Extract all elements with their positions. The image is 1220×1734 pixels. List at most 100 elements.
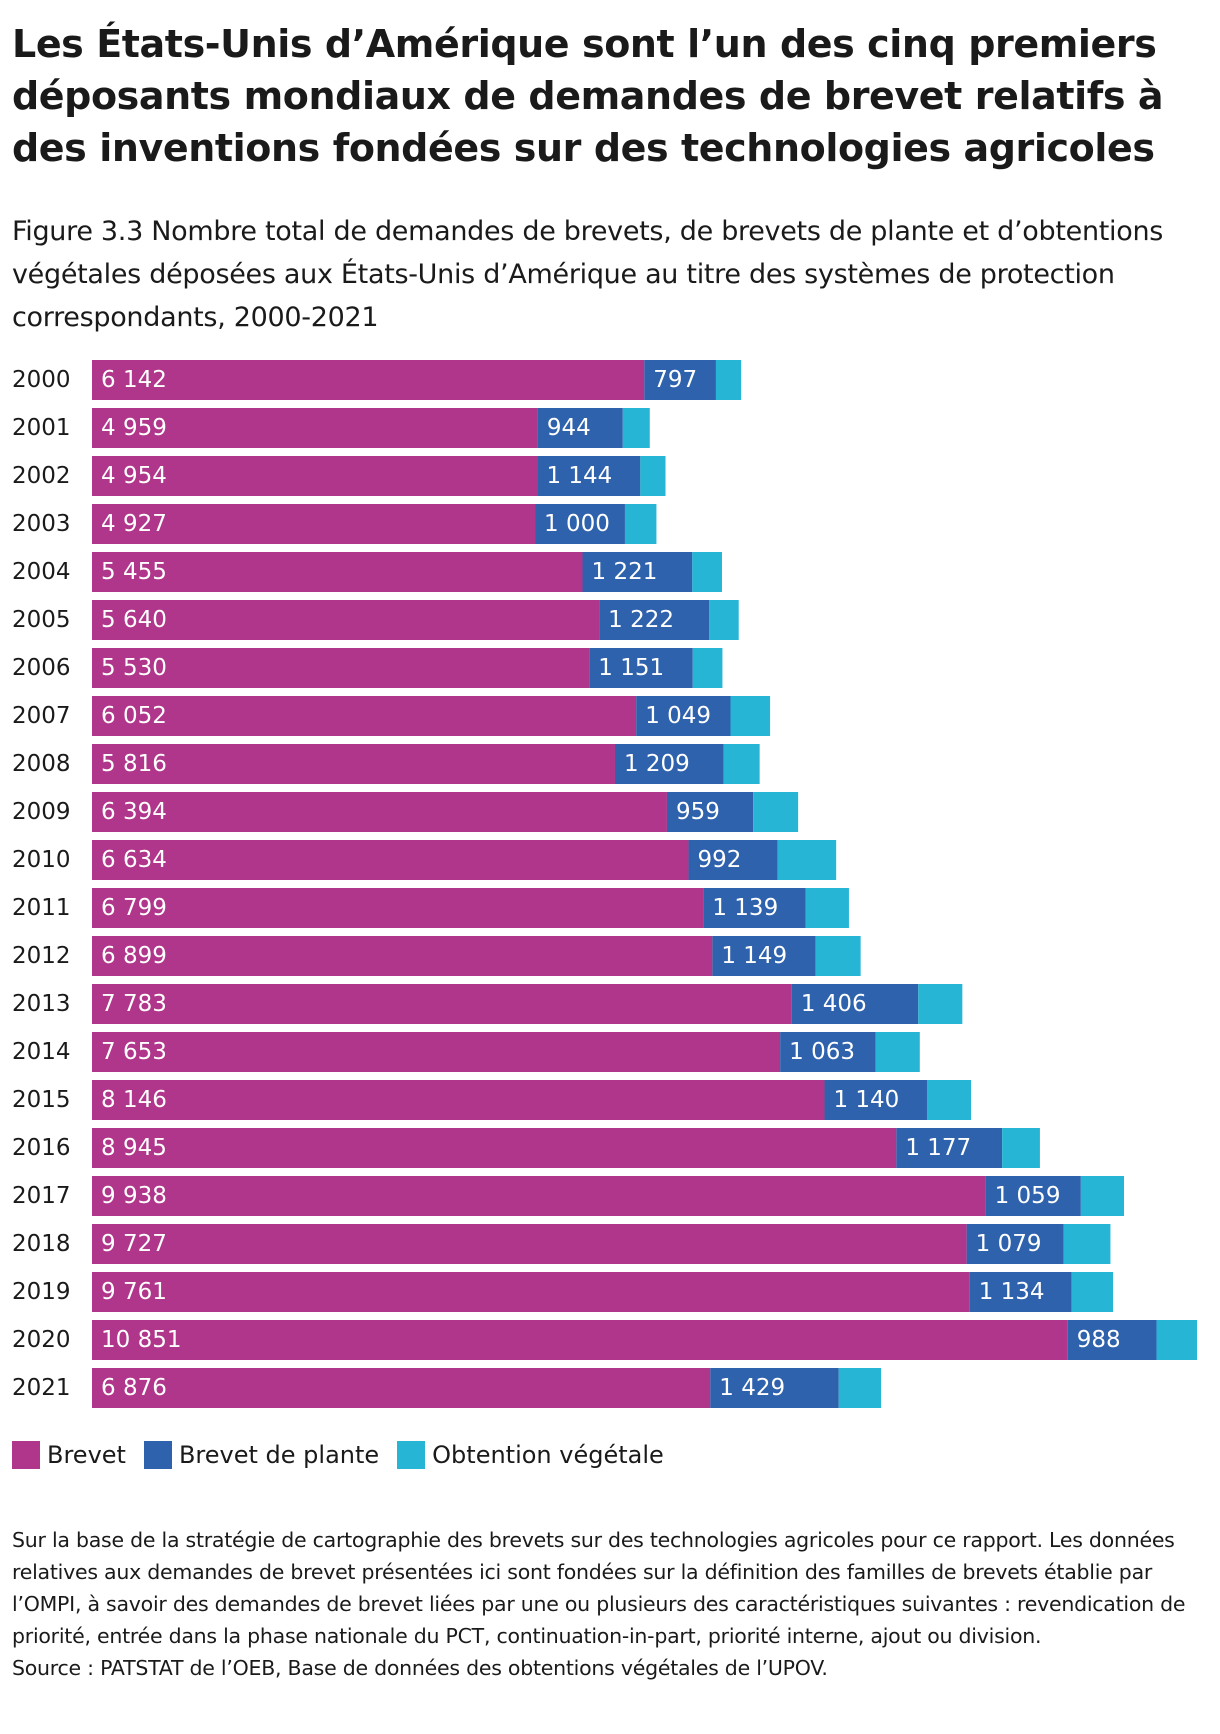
legend-label-obtention-vegetale: Obtention végétale — [432, 1441, 664, 1469]
bar-obtention-vegetale-2020 — [1156, 1320, 1198, 1360]
bar-brevet-de-plante-2000 — [644, 360, 716, 400]
bar-brevet-2019 — [92, 1272, 970, 1312]
data-label-brevet-2008: 5 816 — [101, 751, 167, 777]
legend-item-brevet: Brevet — [12, 1441, 126, 1469]
bar-obtention-vegetale-2008 — [723, 744, 760, 784]
bar-brevet-2005 — [92, 600, 600, 640]
bar-obtention-vegetale-2012 — [815, 936, 861, 976]
data-label-brevet-de-plante-2012: 1 149 — [721, 943, 787, 969]
bar-brevet-2016 — [92, 1128, 897, 1168]
year-label-2000: 2000 — [12, 367, 71, 393]
bar-brevet-2003 — [92, 504, 536, 544]
bar-brevet-de-plante-2011 — [703, 888, 806, 928]
year-label-2019: 2019 — [12, 1279, 71, 1305]
data-label-brevet-de-plante-2003: 1 000 — [544, 511, 610, 537]
data-label-brevet-de-plante-2008: 1 209 — [624, 751, 690, 777]
bar-obtention-vegetale-2005 — [709, 600, 739, 640]
bar-obtention-vegetale-2016 — [1002, 1128, 1040, 1168]
legend-swatch-obtention-vegetale — [397, 1441, 426, 1469]
year-label-2006: 2006 — [12, 655, 71, 681]
data-label-brevet-de-plante-2005: 1 222 — [608, 607, 674, 633]
bar-obtention-vegetale-2009 — [753, 792, 799, 832]
bar-obtention-vegetale-2019 — [1071, 1272, 1114, 1312]
year-label-2020: 2020 — [12, 1327, 71, 1353]
bar-brevet-de-plante-2007 — [636, 696, 731, 736]
data-label-brevet-2017: 9 938 — [101, 1183, 167, 1209]
year-label-2017: 2017 — [12, 1183, 71, 1209]
data-label-brevet-de-plante-2019: 1 134 — [979, 1279, 1045, 1305]
data-label-brevet-de-plante-2001: 944 — [547, 415, 591, 441]
data-label-brevet-2020: 10 851 — [101, 1327, 181, 1353]
bar-brevet-2021 — [92, 1368, 711, 1408]
bar-brevet-2000 — [92, 360, 645, 400]
data-label-brevet-2003: 4 927 — [101, 511, 167, 537]
bar-brevet-de-plante-2003 — [535, 504, 625, 544]
bar-brevet-de-plante-2015 — [824, 1080, 927, 1120]
legend-item-obtention-vegetale: Obtention végétale — [397, 1441, 664, 1469]
bar-brevet-de-plante-2006 — [589, 648, 693, 688]
year-label-2011: 2011 — [12, 895, 71, 921]
bar-obtention-vegetale-2004 — [692, 552, 722, 592]
bar-obtention-vegetale-2015 — [926, 1080, 972, 1120]
data-label-brevet-de-plante-2004: 1 221 — [592, 559, 658, 585]
year-label-2021: 2021 — [12, 1375, 71, 1401]
bar-brevet-de-plante-2012 — [712, 936, 816, 976]
data-label-brevet-2012: 6 899 — [101, 943, 167, 969]
legend-swatch-brevet — [12, 1441, 40, 1469]
data-label-brevet-2001: 4 959 — [101, 415, 167, 441]
bar-brevet-2007 — [92, 696, 637, 736]
bar-brevet-2017 — [92, 1176, 986, 1216]
data-label-brevet-2004: 5 455 — [101, 559, 167, 585]
year-label-2005: 2005 — [12, 607, 71, 633]
bar-brevet-de-plante-2009 — [666, 792, 754, 832]
year-label-2013: 2013 — [12, 991, 71, 1017]
year-label-2016: 2016 — [12, 1135, 71, 1161]
bar-obtention-vegetale-2001 — [622, 408, 650, 448]
bar-brevet-2004 — [92, 552, 583, 592]
bar-brevet-de-plante-2013 — [791, 984, 919, 1024]
bar-brevet-de-plante-2002 — [537, 456, 641, 496]
data-label-brevet-de-plante-2017: 1 059 — [995, 1183, 1061, 1209]
bar-brevet-2001 — [92, 408, 538, 448]
year-label-2015: 2015 — [12, 1087, 71, 1113]
data-label-brevet-de-plante-2000: 797 — [653, 367, 697, 393]
bar-obtention-vegetale-2000 — [715, 360, 742, 400]
data-label-brevet-de-plante-2010: 992 — [698, 847, 742, 873]
bar-brevet-de-plante-2001 — [537, 408, 623, 448]
data-label-brevet-2000: 6 142 — [101, 367, 167, 393]
data-label-brevet-2006: 5 530 — [101, 655, 167, 681]
data-label-brevet-de-plante-2009: 959 — [676, 799, 720, 825]
chart-subtitle: Figure 3.3 Nombre total de demandes de b… — [12, 216, 1164, 333]
data-label-brevet-2002: 4 954 — [101, 463, 167, 489]
data-label-brevet-2015: 8 146 — [101, 1087, 167, 1113]
legend-swatch-brevet-de-plante — [143, 1441, 172, 1469]
year-label-2007: 2007 — [12, 703, 71, 729]
year-label-2001: 2001 — [12, 415, 71, 441]
bar-brevet-2014 — [92, 1032, 781, 1072]
data-label-brevet-de-plante-2006: 1 151 — [598, 655, 664, 681]
data-label-brevet-2005: 5 640 — [101, 607, 167, 633]
bar-brevet-2020 — [92, 1320, 1068, 1360]
bar-obtention-vegetale-2006 — [692, 648, 723, 688]
bar-brevet-2009 — [92, 792, 667, 832]
data-label-brevet-2016: 8 945 — [101, 1135, 167, 1161]
bar-obtention-vegetale-2003 — [624, 504, 657, 544]
bar-brevet-de-plante-2019 — [969, 1272, 1072, 1312]
data-label-brevet-de-plante-2013: 1 406 — [801, 991, 867, 1017]
data-label-brevet-de-plante-2016: 1 177 — [905, 1135, 971, 1161]
year-label-2010: 2010 — [12, 847, 71, 873]
bar-obtention-vegetale-2011 — [805, 888, 849, 928]
data-label-brevet-de-plante-2021: 1 429 — [719, 1375, 785, 1401]
stacked-bar-chart: 2000 6 142 797 2001 4 959 944 2002 4 954 1 144 20… — [12, 360, 1198, 1408]
bar-brevet-2002 — [92, 456, 538, 496]
bar-obtention-vegetale-2017 — [1080, 1176, 1125, 1216]
data-label-brevet-de-plante-2011: 1 139 — [712, 895, 778, 921]
data-label-brevet-de-plante-2015: 1 140 — [833, 1087, 899, 1113]
chart-legend: Brevet Brevet de plante Obtention végéta… — [12, 1438, 682, 1472]
bar-obtention-vegetale-2018 — [1063, 1224, 1111, 1264]
bar-brevet-2008 — [92, 744, 615, 784]
bar-brevet-2011 — [92, 888, 704, 928]
bar-brevet-de-plante-2010 — [688, 840, 778, 880]
bar-brevet-2010 — [92, 840, 689, 880]
bar-brevet-de-plante-2008 — [614, 744, 724, 784]
